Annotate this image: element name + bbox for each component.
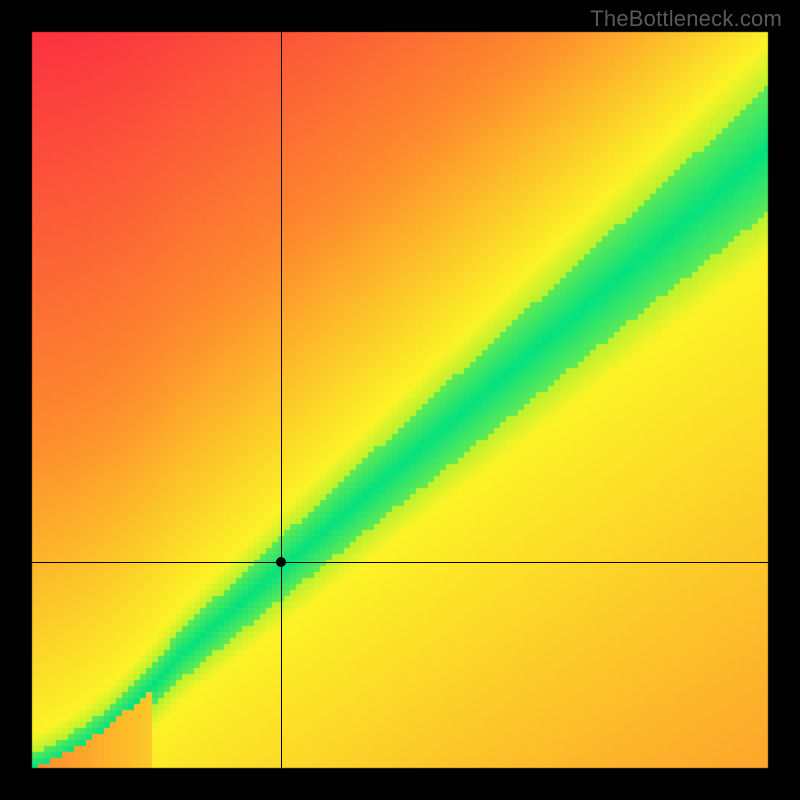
heatmap-canvas [0,0,800,800]
chart-container: TheBottleneck.com [0,0,800,800]
crosshair-vertical [281,32,282,768]
watermark-text: TheBottleneck.com [590,6,782,32]
crosshair-horizontal [32,562,768,563]
intersection-marker [276,557,286,567]
